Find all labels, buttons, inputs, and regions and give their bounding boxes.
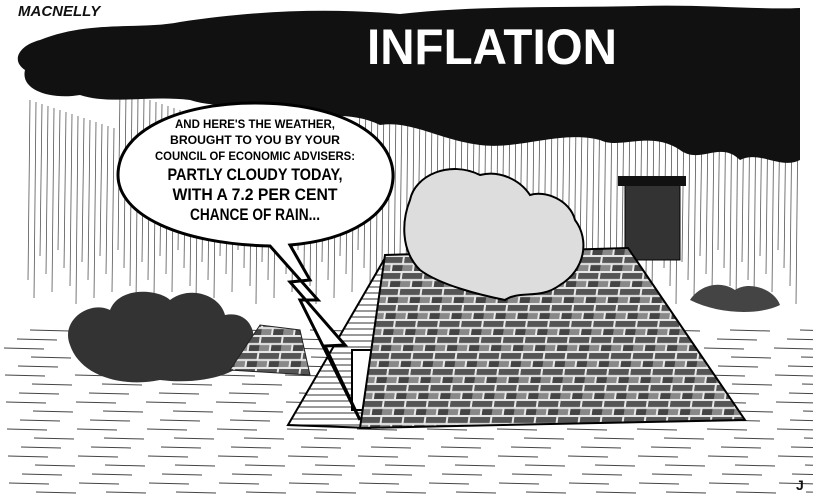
bubble-line: BROUGHT TO YOU BY YOUR	[170, 133, 340, 147]
chimney	[625, 180, 680, 260]
bubble-line: CHANCE OF RAIN...	[190, 205, 320, 224]
bubble-line: AND HERE'S THE WEATHER,	[175, 117, 335, 131]
cartoon: INFLATION MACNELLY AND HERE'S THE WEATHE…	[0, 0, 813, 503]
page: {"signature": "MACNELLY", "cloud": {"lab…	[0, 0, 813, 503]
signature: MACNELLY	[18, 3, 102, 20]
chimney-cap	[618, 176, 686, 186]
corner-mark: J	[796, 477, 804, 493]
cloud-label: INFLATION	[367, 19, 617, 75]
bubble-line: PARTLY CLOUDY TODAY,	[168, 165, 343, 184]
bubble-line: COUNCIL OF ECONOMIC ADVISERS:	[155, 149, 355, 163]
bubble-line: WITH A 7.2 PER CENT	[173, 185, 339, 204]
